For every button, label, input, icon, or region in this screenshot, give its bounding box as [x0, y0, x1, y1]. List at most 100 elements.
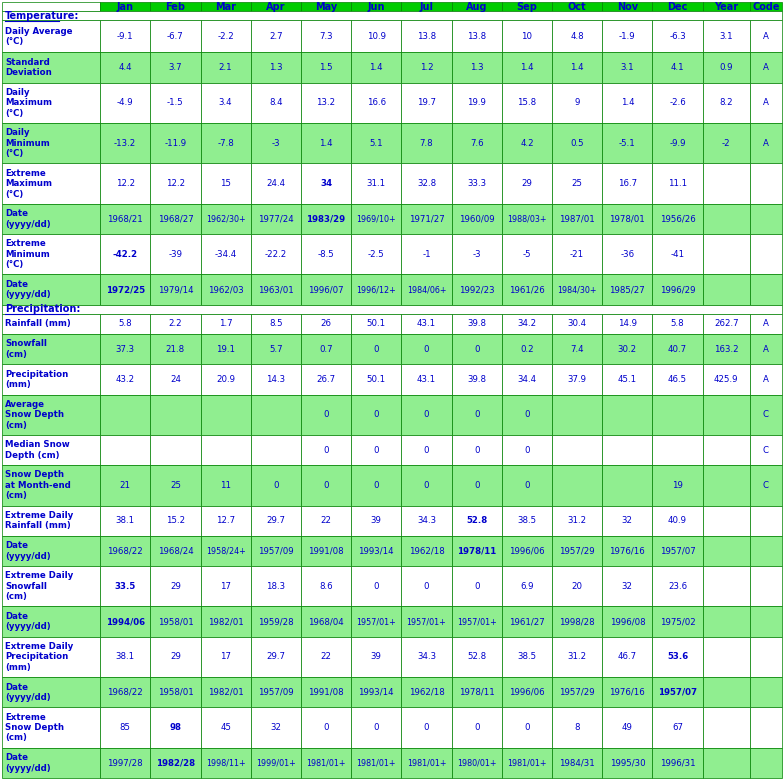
Bar [452, 2, 502, 11]
Bar [351, 677, 401, 707]
Text: Extreme Daily
Rainfall (mm): Extreme Daily Rainfall (mm) [5, 511, 73, 530]
Text: 1979/14: 1979/14 [158, 285, 193, 294]
Text: 24: 24 [170, 375, 181, 384]
Text: 39: 39 [371, 652, 382, 661]
Bar [100, 677, 151, 707]
Bar [151, 677, 201, 707]
Text: -11.9: -11.9 [165, 139, 187, 147]
Bar [251, 435, 301, 465]
Bar [401, 566, 452, 607]
Bar [502, 2, 552, 11]
Text: A: A [763, 345, 769, 353]
Text: -21: -21 [570, 250, 584, 259]
Text: 34.2: 34.2 [517, 319, 536, 328]
Bar [702, 275, 750, 305]
Bar [100, 275, 151, 305]
Bar [100, 52, 151, 83]
Bar [652, 566, 702, 607]
Text: 85: 85 [120, 723, 131, 732]
Bar [401, 334, 452, 364]
Bar [652, 677, 702, 707]
Text: 1957/09: 1957/09 [258, 688, 294, 697]
Bar [702, 748, 750, 778]
Bar [201, 275, 251, 305]
Text: 1.5: 1.5 [319, 63, 333, 72]
Text: 163.2: 163.2 [714, 345, 739, 353]
Text: 1980/01+: 1980/01+ [457, 758, 496, 768]
Text: 10.9: 10.9 [367, 32, 386, 41]
Bar [652, 164, 702, 204]
Bar [251, 204, 301, 234]
Bar [251, 395, 301, 435]
Text: 15.2: 15.2 [166, 516, 185, 525]
Bar [552, 334, 602, 364]
Bar [351, 20, 401, 52]
Bar [750, 364, 782, 395]
Bar [702, 2, 750, 11]
Text: 38.5: 38.5 [517, 652, 536, 661]
Text: 0: 0 [524, 480, 530, 490]
Text: -9.1: -9.1 [117, 32, 133, 41]
Bar [2, 566, 100, 607]
Text: Mar: Mar [215, 2, 236, 12]
Text: 7.8: 7.8 [419, 139, 434, 147]
Bar [552, 52, 602, 83]
Text: 52.8: 52.8 [466, 516, 488, 525]
Bar [201, 707, 251, 748]
Bar [502, 435, 552, 465]
Bar [401, 364, 452, 395]
Bar [602, 566, 652, 607]
Text: 45.1: 45.1 [618, 375, 637, 384]
Bar [301, 435, 351, 465]
Text: 19.9: 19.9 [467, 98, 486, 108]
Bar [750, 607, 782, 636]
Text: Temperature:: Temperature: [5, 11, 79, 20]
Bar [652, 20, 702, 52]
Bar [652, 748, 702, 778]
Bar [251, 52, 301, 83]
Bar [151, 275, 201, 305]
Bar [401, 234, 452, 275]
Text: 1958/24+: 1958/24+ [205, 547, 245, 555]
Bar [100, 334, 151, 364]
Text: 22: 22 [321, 652, 332, 661]
Text: 7.3: 7.3 [319, 32, 333, 41]
Text: 1968/22: 1968/22 [107, 547, 143, 555]
Bar [552, 677, 602, 707]
Bar [351, 748, 401, 778]
Text: Date
(yyyy/dd): Date (yyyy/dd) [5, 209, 51, 229]
Text: 34.3: 34.3 [417, 516, 436, 525]
Bar [552, 536, 602, 566]
Text: 0: 0 [423, 480, 429, 490]
Bar [602, 123, 652, 164]
Text: 0: 0 [474, 445, 480, 455]
Bar [201, 465, 251, 505]
Bar [2, 465, 100, 505]
Bar [602, 2, 652, 11]
Bar [750, 2, 782, 11]
Bar [702, 465, 750, 505]
Text: Year: Year [714, 2, 739, 12]
Text: 34: 34 [320, 179, 332, 188]
Text: 0: 0 [423, 445, 429, 455]
Bar [401, 2, 452, 11]
Text: 1978/11: 1978/11 [459, 688, 495, 697]
Text: 38.1: 38.1 [115, 516, 135, 525]
Bar [602, 83, 652, 123]
Bar [2, 11, 782, 20]
Bar [151, 83, 201, 123]
Text: 4.2: 4.2 [520, 139, 534, 147]
Text: 1.4: 1.4 [369, 63, 383, 72]
Text: 8.6: 8.6 [319, 582, 333, 590]
Text: 1957/09: 1957/09 [258, 547, 294, 555]
Bar [702, 395, 750, 435]
Text: 38.5: 38.5 [517, 516, 536, 525]
Bar [301, 275, 351, 305]
Text: 1988/03+: 1988/03+ [507, 215, 546, 223]
Bar [2, 123, 100, 164]
Text: Extreme
Maximum
(°C): Extreme Maximum (°C) [5, 168, 52, 199]
Text: 14.3: 14.3 [267, 375, 285, 384]
Text: 1959/28: 1959/28 [258, 617, 294, 626]
Bar [301, 465, 351, 505]
Bar [251, 123, 301, 164]
